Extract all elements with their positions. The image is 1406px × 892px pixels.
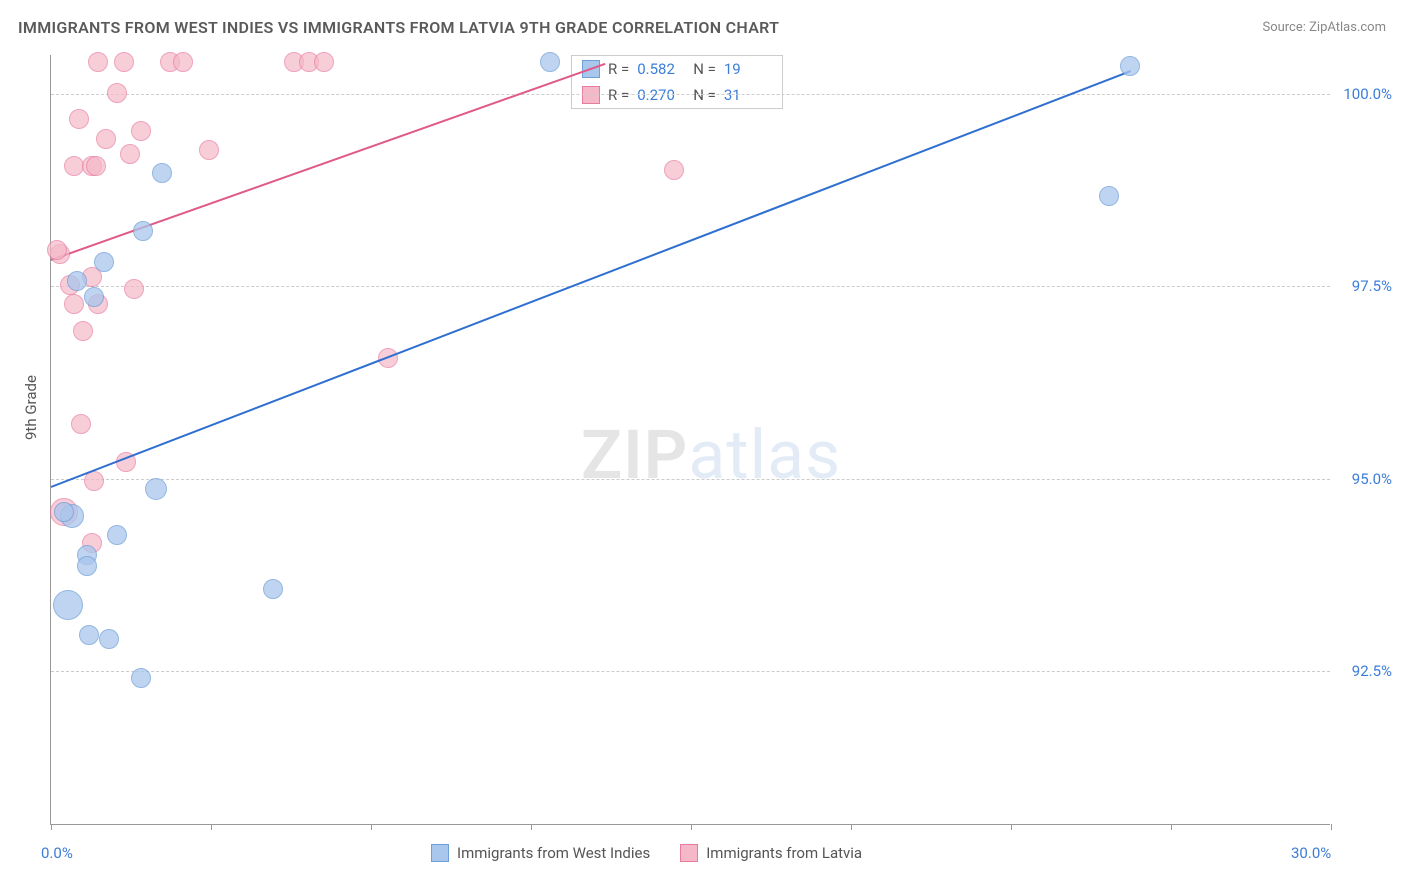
data-point-west_indies [54, 502, 74, 522]
data-point-latvia [86, 156, 106, 176]
data-point-west_indies [53, 590, 83, 620]
swatch-pink-icon [582, 86, 600, 104]
data-point-latvia [88, 52, 108, 72]
data-point-west_indies [540, 52, 560, 72]
data-point-west_indies [1099, 186, 1119, 206]
y-tick-label: 100.0% [1343, 85, 1392, 103]
x-tick [1331, 824, 1332, 830]
data-point-west_indies [145, 478, 167, 500]
n-value-blue: 19 [724, 60, 772, 78]
legend-item-pink: Immigrants from Latvia [680, 844, 862, 862]
r-value-blue: 0.582 [637, 60, 685, 78]
data-point-west_indies [79, 625, 99, 645]
data-point-latvia [131, 121, 151, 141]
watermark-right: atlas [688, 415, 841, 495]
grid-line [51, 671, 1330, 672]
x-tick [851, 824, 852, 830]
data-point-west_indies [77, 556, 97, 576]
data-point-west_indies [263, 579, 283, 599]
x-tick-label: 0.0% [41, 844, 73, 862]
watermark-left: ZIP [581, 415, 688, 495]
data-point-latvia [124, 279, 144, 299]
source-label: Source: ZipAtlas.com [1262, 20, 1386, 35]
data-point-latvia [73, 321, 93, 341]
legend-label-pink: Immigrants from Latvia [706, 844, 862, 862]
n-value-pink: 31 [724, 86, 772, 104]
grid-line [51, 94, 1330, 95]
data-point-latvia [107, 83, 127, 103]
y-tick-label: 97.5% [1352, 277, 1392, 295]
r-label: R = [608, 60, 629, 78]
data-point-latvia [47, 240, 67, 260]
x-tick-label: 30.0% [1291, 844, 1331, 862]
data-point-latvia [173, 52, 193, 72]
data-point-latvia [199, 140, 219, 160]
plot-area: ZIPatlas R = 0.582 N = 19 R = 0.270 N = … [50, 55, 1330, 825]
x-tick [531, 824, 532, 830]
data-point-latvia [664, 160, 684, 180]
data-point-west_indies [107, 525, 127, 545]
r-value-pink: 0.270 [637, 86, 685, 104]
data-point-west_indies [1120, 56, 1140, 76]
stats-row-blue: R = 0.582 N = 19 [572, 56, 782, 82]
data-point-latvia [64, 294, 84, 314]
chart-title: IMMIGRANTS FROM WEST INDIES VS IMMIGRANT… [18, 18, 779, 37]
legend-item-blue: Immigrants from West Indies [431, 844, 650, 862]
data-point-latvia [96, 129, 116, 149]
legend-label-blue: Immigrants from West Indies [457, 844, 650, 862]
data-point-west_indies [67, 271, 87, 291]
bottom-legend: Immigrants from West Indies Immigrants f… [431, 844, 862, 862]
watermark: ZIPatlas [581, 415, 841, 495]
n-label: N = [693, 86, 716, 104]
data-point-west_indies [131, 668, 151, 688]
data-point-west_indies [99, 629, 119, 649]
data-point-latvia [114, 52, 134, 72]
x-tick [211, 824, 212, 830]
x-tick [1171, 824, 1172, 830]
grid-line [51, 286, 1330, 287]
n-label: N = [693, 60, 716, 78]
trend-line-west_indies [51, 70, 1131, 488]
data-point-latvia [69, 109, 89, 129]
stats-row-pink: R = 0.270 N = 31 [572, 82, 782, 108]
y-axis-label: 9th Grade [22, 375, 40, 440]
swatch-blue-icon [431, 844, 449, 862]
data-point-latvia [71, 414, 91, 434]
swatch-pink-icon [680, 844, 698, 862]
x-tick [1011, 824, 1012, 830]
data-point-latvia [84, 471, 104, 491]
data-point-west_indies [152, 163, 172, 183]
data-point-west_indies [84, 287, 104, 307]
r-label: R = [608, 86, 629, 104]
y-tick-label: 92.5% [1352, 662, 1392, 680]
grid-line [51, 479, 1330, 480]
data-point-west_indies [94, 252, 114, 272]
x-tick [371, 824, 372, 830]
data-point-latvia [120, 144, 140, 164]
x-tick [51, 824, 52, 830]
x-tick [691, 824, 692, 830]
data-point-west_indies [133, 221, 153, 241]
data-point-latvia [314, 52, 334, 72]
y-tick-label: 95.0% [1352, 470, 1392, 488]
